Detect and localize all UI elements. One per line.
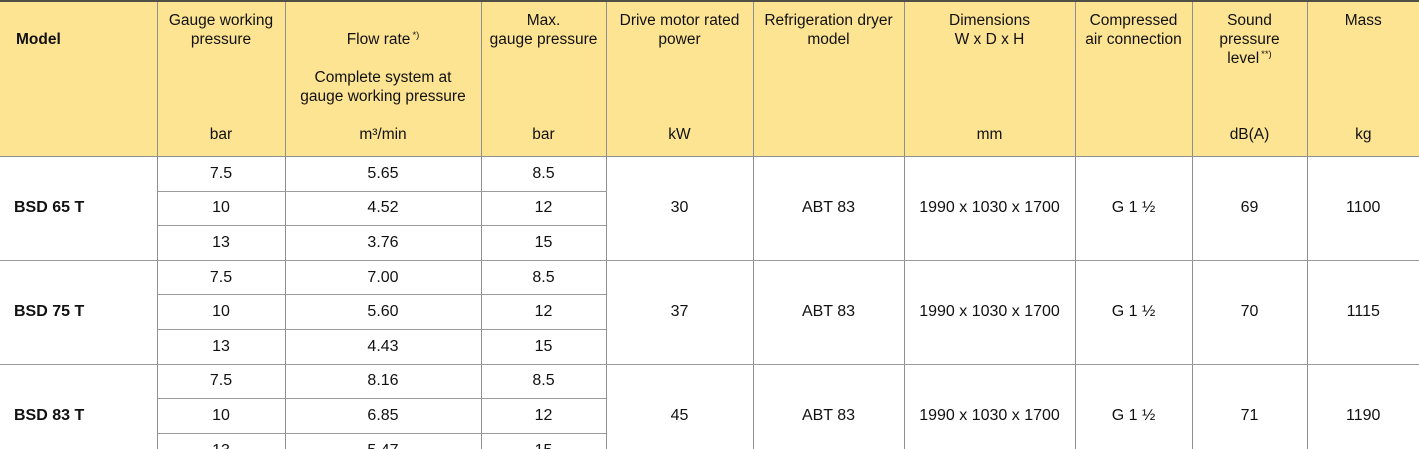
pressure-cell: 13	[157, 329, 286, 365]
flow-rate-title-line: Flow rate *)	[346, 29, 420, 48]
connection-cell: G 1 ½	[1075, 260, 1193, 365]
power-cell: 37	[606, 260, 754, 365]
table-row: 10 5.60 12	[0, 294, 1419, 330]
col-header-air-connection: Compressed air connection	[1075, 1, 1193, 157]
col-header-drive-motor-power: Drive motor rated power kW	[606, 1, 754, 157]
max-pressure-cell: 8.5	[481, 260, 607, 296]
power-cell: 30	[606, 156, 754, 261]
model-name-cell: BSD 65 T	[0, 156, 158, 261]
flow-cell: 4.43	[285, 329, 482, 365]
max-pressure-cell: 12	[481, 294, 607, 330]
col-header-flow-rate: Flow rate *) Complete system at gauge wor…	[285, 1, 482, 157]
flow-cell: 5.65	[285, 156, 482, 192]
mass-cell: 1115	[1307, 260, 1419, 365]
mass-cell: 1100	[1307, 156, 1419, 261]
table-row: BSD 83 T 7.5 8.16 8.5 45 ABT 83 1990 x 1…	[0, 364, 1419, 449]
flow-cell: 5.60	[285, 294, 482, 330]
table-row: 13 5.47 15	[0, 433, 1419, 449]
max-pressure-cell: 15	[481, 329, 607, 365]
pressure-cell: 10	[157, 398, 286, 434]
col-unit-gauge-working-pressure: bar	[209, 126, 233, 143]
model-name-cell: BSD 83 T	[0, 364, 158, 449]
col-label-max-gauge-pressure: Max. gauge pressure	[489, 12, 598, 48]
col-label-dimensions: Dimensions W x D x H	[949, 12, 1030, 48]
connection-cell: G 1 ½	[1075, 364, 1193, 449]
flow-cell: 8.16	[285, 364, 482, 400]
max-pressure-cell: 15	[481, 225, 607, 261]
flow-rate-subtitle: Complete system at gauge working pressur…	[300, 69, 466, 105]
col-unit-sound-pressure: dB(A)	[1229, 126, 1270, 143]
flow-cell: 4.52	[285, 191, 482, 227]
table-row: 10 4.52 12	[0, 191, 1419, 227]
flow-cell: 7.00	[285, 260, 482, 296]
col-header-max-gauge-pressure: Max. gauge pressure bar	[481, 1, 607, 157]
col-header-gauge-working-pressure: Gauge working pressure bar	[157, 1, 286, 157]
pressure-cell: 7.5	[157, 364, 286, 400]
col-label-refrigeration-dryer: Refrigeration dryer model	[764, 12, 893, 48]
col-unit-drive-motor-power: kW	[668, 126, 691, 143]
pressure-cell: 13	[157, 225, 286, 261]
model-name-cell: BSD 75 T	[0, 260, 158, 365]
col-header-refrigeration-dryer: Refrigeration dryer model	[753, 1, 905, 157]
max-pressure-cell: 8.5	[481, 156, 607, 192]
max-pressure-cell: 8.5	[481, 364, 607, 400]
pressure-cell: 7.5	[157, 260, 286, 296]
pressure-cell: 13	[157, 433, 286, 449]
dryer-cell: ABT 83	[753, 364, 905, 449]
power-cell: 45	[606, 364, 754, 449]
col-header-model: Model	[0, 1, 158, 157]
table-row: 13 4.43 15	[0, 329, 1419, 365]
pressure-cell: 10	[157, 294, 286, 330]
max-pressure-cell: 12	[481, 191, 607, 227]
col-label-mass: Mass	[1344, 12, 1382, 29]
max-pressure-cell: 15	[481, 433, 607, 449]
dimensions-cell: 1990 x 1030 x 1700	[904, 260, 1076, 365]
col-label-flow-rate: Flow rate *) Complete system at gauge wor…	[289, 11, 478, 125]
sound-cell: 70	[1192, 260, 1308, 365]
table-row: 10 6.85 12	[0, 398, 1419, 434]
dimensions-cell: 1990 x 1030 x 1700	[904, 364, 1076, 449]
header-row: Model Gauge working pressure bar Flow ra…	[0, 1, 1419, 157]
flow-cell: 5.47	[285, 433, 482, 449]
col-unit-mass: kg	[1355, 126, 1372, 143]
col-header-mass: Mass kg	[1307, 1, 1419, 157]
dimensions-cell: 1990 x 1030 x 1700	[904, 156, 1076, 261]
footnote-mark: *)	[412, 29, 420, 41]
col-header-dimensions: Dimensions W x D x H mm	[904, 1, 1076, 157]
table-row: BSD 75 T 7.5 7.00 8.5 37 ABT 83 1990 x 1…	[0, 260, 1419, 365]
col-label-air-connection: Compressed air connection	[1085, 12, 1182, 48]
table-row: BSD 65 T 7.5 5.65 8.5 30 ABT 83 1990 x 1…	[0, 156, 1419, 261]
col-header-sound-pressure: Sound pressure level **) dB(A)	[1192, 1, 1308, 157]
dryer-cell: ABT 83	[753, 260, 905, 365]
col-label-model: Model	[16, 31, 61, 48]
sound-cell: 71	[1192, 364, 1308, 449]
max-pressure-cell: 12	[481, 398, 607, 434]
dryer-cell: ABT 83	[753, 156, 905, 261]
pressure-cell: 7.5	[157, 156, 286, 192]
mass-cell: 1190	[1346, 407, 1381, 425]
sound-cell: 69	[1192, 156, 1308, 261]
flow-cell: 3.76	[285, 225, 482, 261]
col-label-drive-motor-power: Drive motor rated power	[619, 12, 740, 48]
col-unit-max-gauge-pressure: bar	[532, 126, 555, 143]
footnote-mark: **)	[1261, 48, 1272, 60]
table-row: 13 3.76 15	[0, 225, 1419, 261]
connection-cell: G 1 ½	[1075, 156, 1193, 261]
pressure-cell: 10	[157, 191, 286, 227]
flow-cell: 6.85	[285, 398, 482, 434]
col-label-sound-pressure: Sound pressure level **)	[1219, 12, 1280, 67]
col-unit-dimensions: mm	[976, 126, 1003, 143]
col-unit-flow-rate: m³/min	[359, 126, 407, 143]
col-label-gauge-working-pressure: Gauge working pressure	[168, 12, 274, 48]
